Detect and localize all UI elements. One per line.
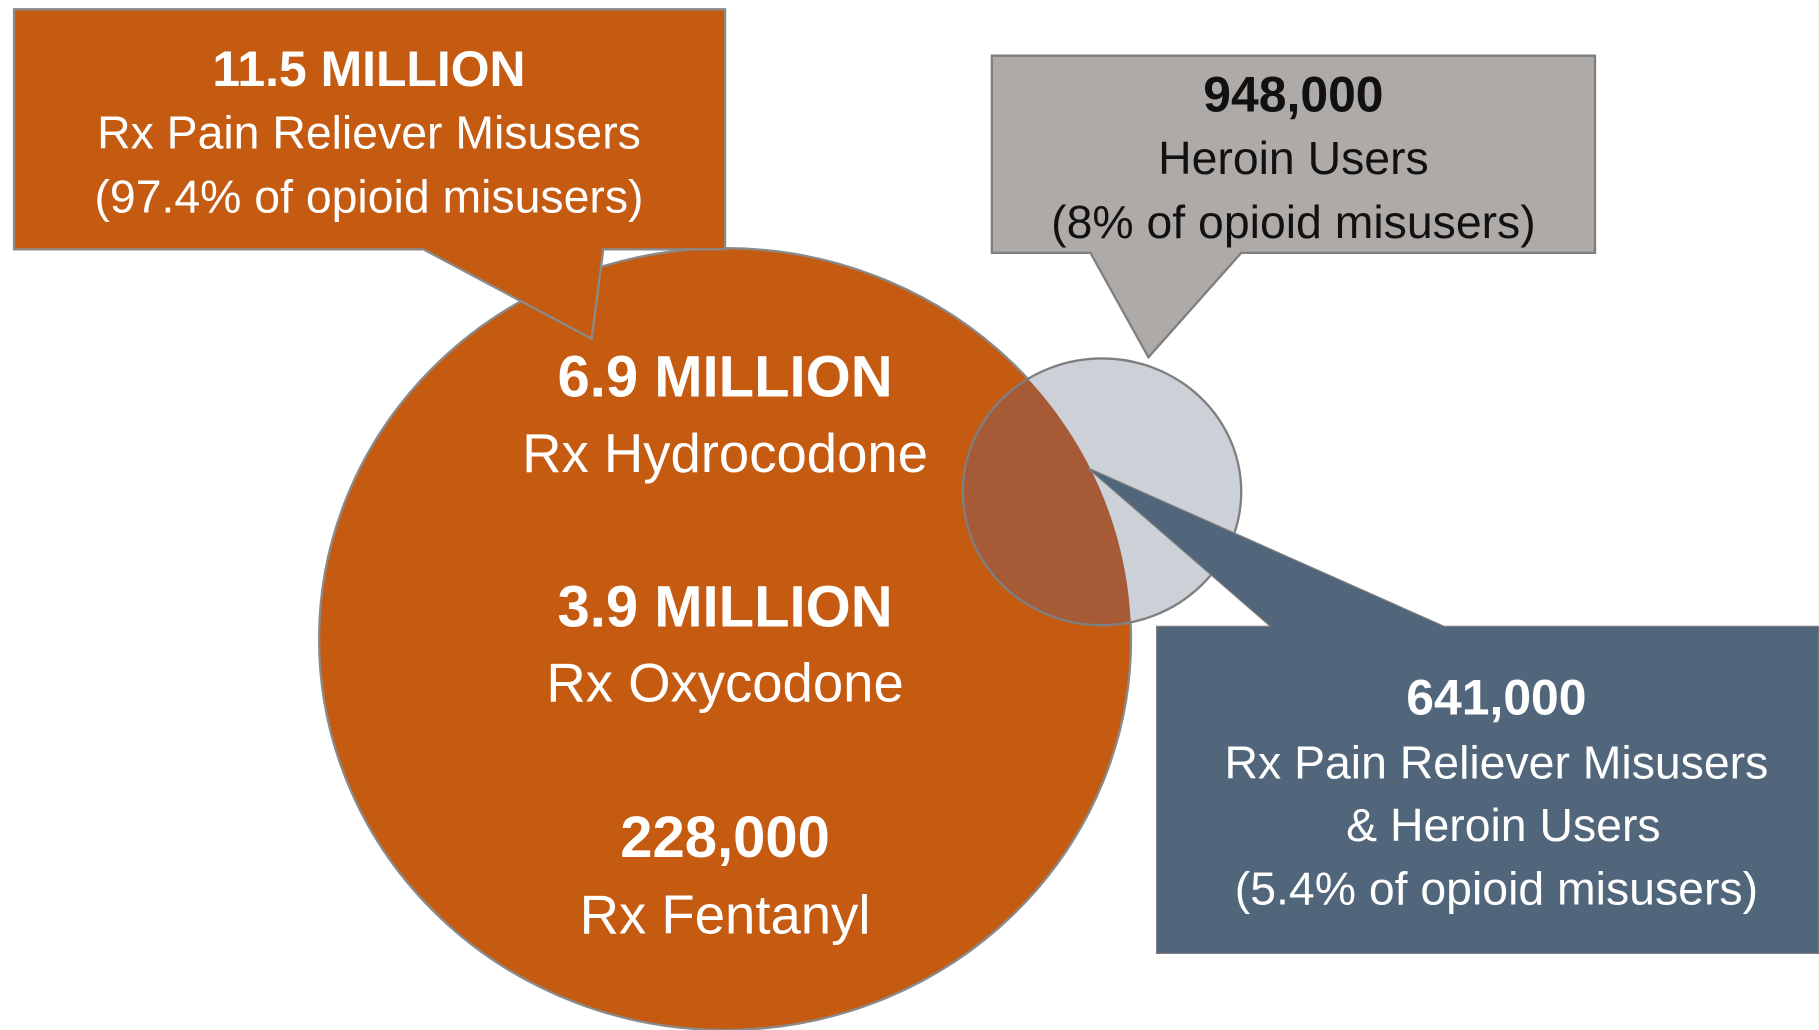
callout-heading: 641,000 [1406, 670, 1586, 726]
callout-heading: 11.5 MILLION [212, 41, 525, 97]
circle-label: Rx Oxycodone [546, 653, 903, 714]
circle-label: Rx Fentanyl [580, 885, 871, 946]
circle-heading: 3.9 MILLION [558, 575, 893, 639]
callout-line: Heroin Users [1158, 132, 1429, 184]
circle-heading: 228,000 [620, 806, 830, 870]
callout-line: Rx Pain Reliever Misusers [97, 106, 641, 158]
heroin-callout [990, 54, 1597, 360]
rx-callout [12, 8, 727, 341]
callout-heading: 948,000 [1203, 66, 1383, 122]
callout-line: & Heroin Users [1346, 799, 1660, 851]
overlap-callout [1086, 466, 1819, 955]
circle-heading: 6.9 MILLION [558, 346, 893, 410]
callout-line: (8% of opioid misusers) [1051, 196, 1536, 248]
callout-line: Rx Pain Reliever Misusers [1225, 736, 1769, 788]
circle-label: Rx Hydrocodone [522, 423, 928, 484]
callout-line: (5.4% of opioid misusers) [1235, 863, 1758, 915]
callout-line: (97.4% of opioid misusers) [94, 170, 643, 222]
